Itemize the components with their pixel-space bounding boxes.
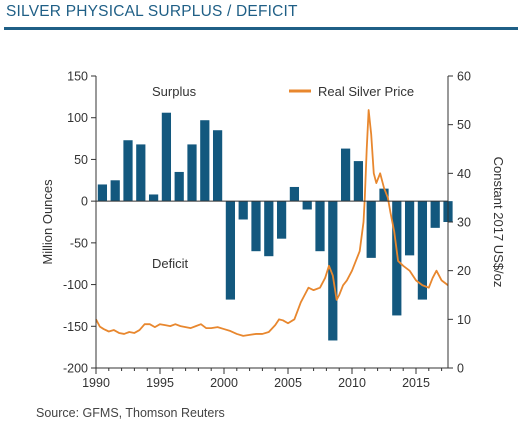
bar-2002 <box>251 201 261 252</box>
bar-2005 <box>289 186 300 202</box>
y-tick-label: 0 <box>81 195 88 209</box>
legend-label: Real Silver Price <box>318 84 414 99</box>
y2-tick-label: 20 <box>457 264 471 278</box>
title-rule <box>4 27 518 30</box>
bar-2006 <box>302 201 312 210</box>
y2-tick-label: 30 <box>457 216 471 230</box>
bar-1995 <box>161 112 172 202</box>
y2-tick-label: 50 <box>457 118 471 132</box>
chart: 150100500-50-100-150-2006050403020100199… <box>40 70 506 391</box>
y-tick-label: -100 <box>63 278 88 292</box>
bar-2016 <box>430 201 440 228</box>
x-tick-label: 1990 <box>82 376 110 390</box>
y2-tick-label: 10 <box>457 313 471 327</box>
y2-axis-title: Constant 2017 US$/oz <box>491 157 506 288</box>
y-tick-label: 50 <box>74 153 88 167</box>
bar-1990 <box>97 184 108 202</box>
bar-2007 <box>315 201 325 252</box>
bar-2012 <box>379 188 389 202</box>
bar-1998 <box>200 120 210 202</box>
bar-2008 <box>328 201 338 341</box>
y2-tick-label: 60 <box>457 70 471 84</box>
bar-1997 <box>187 144 197 202</box>
bar-2013 <box>392 201 402 316</box>
bar-1994 <box>148 194 159 202</box>
y-axis-title: Million Ounces <box>40 179 55 265</box>
bar-1991 <box>110 180 120 202</box>
x-tick-label: 1995 <box>146 376 174 390</box>
bar-2010 <box>353 161 364 202</box>
y-tick-label: -150 <box>63 320 88 334</box>
y2-tick-label: 40 <box>457 167 471 181</box>
bar-2011 <box>366 201 376 258</box>
y-tick-label: -50 <box>70 236 88 250</box>
bar-1996 <box>174 171 184 202</box>
x-tick-label: 2010 <box>338 376 366 390</box>
bar-1993 <box>136 144 146 202</box>
bar-2003 <box>264 201 274 257</box>
source-note: Source: GFMS, Thomson Reuters <box>36 406 225 420</box>
surplus-annotation: Surplus <box>152 84 197 99</box>
bar-2014 <box>404 201 415 256</box>
price-series-line <box>95 109 449 337</box>
bar-2004 <box>276 201 287 239</box>
chart-title: SILVER PHYSICAL SURPLUS / DEFICIT <box>6 3 298 20</box>
x-tick-label: 2000 <box>210 376 238 390</box>
bar-2000 <box>225 201 236 300</box>
deficit-annotation: Deficit <box>152 256 189 271</box>
bar-1999 <box>212 130 223 202</box>
bar-2009 <box>340 148 351 202</box>
bar-1992 <box>123 140 133 202</box>
x-tick-label: 2015 <box>402 376 430 390</box>
y-tick-label: -200 <box>63 362 88 376</box>
y-tick-label: 150 <box>67 70 88 84</box>
x-tick-label: 2005 <box>274 376 302 390</box>
bar-2015 <box>417 201 428 300</box>
y2-tick-label: 0 <box>457 362 464 376</box>
y-tick-label: 100 <box>67 111 88 125</box>
bar-2001 <box>238 201 248 220</box>
